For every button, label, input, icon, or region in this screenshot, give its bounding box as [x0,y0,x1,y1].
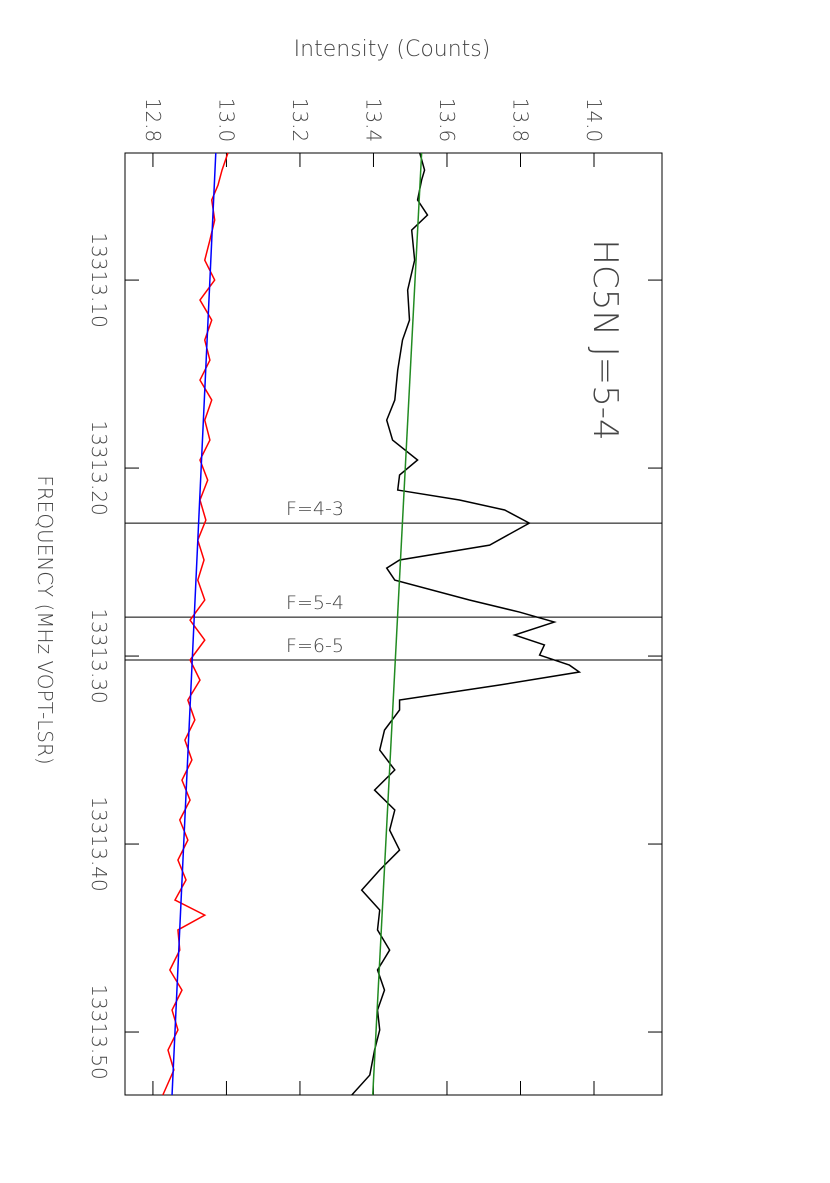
x-tick-label: 13313.40 [87,796,111,891]
y-tick-label: 13.2 [288,98,312,143]
y-axis-title: Intensity (Counts) [294,37,491,62]
x-axis-title: FREQUENCY (MHz VOPT-LSR) [33,475,57,764]
x-tick-label: 13313.50 [87,984,111,1079]
y-tick-label: 12.8 [141,98,165,143]
marker-label: F=5-4 [286,592,344,614]
y-tick-label: 14.0 [582,98,606,143]
x-tick-label: 13313.20 [87,420,111,515]
chart-title: HC5N J=5-4 [585,239,625,440]
spectrum-line [371,152,423,1096]
x-tick-label: 13313.30 [87,608,111,703]
spectrum-line [351,152,582,1096]
marker-label: F=4-3 [286,498,344,520]
y-tick-label: 13.6 [435,98,459,143]
y-tick-label: 13.0 [214,98,238,143]
spectrum-line [162,152,229,1096]
marker-label: F=6-5 [286,635,344,657]
plot-frame [124,152,663,1096]
x-tick-label: 13313.10 [87,232,111,327]
y-tick-label: 13.8 [508,98,532,143]
spectrum-line [171,152,217,1096]
y-tick-label: 13.4 [361,98,385,143]
